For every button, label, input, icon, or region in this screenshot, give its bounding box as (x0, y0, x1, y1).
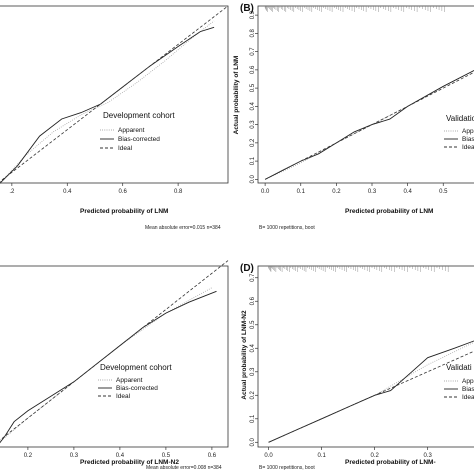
footnote: B= 1000 repetitions, boot (259, 225, 315, 231)
x-tick-label: 0.3 (70, 453, 79, 459)
panel-a: .2 0.4 0.6 0.8 Predicted probability of LNM D… (0, 5, 229, 231)
series-ideal (0, 260, 229, 441)
rug-marks (268, 266, 449, 272)
legend-title: Validatio (446, 114, 474, 123)
panel-c: 0.2 0.3 0.4 0.5 0.6 Predicted probability of … (0, 260, 229, 471)
x-tick-label: 0.6 (119, 189, 128, 195)
x-axis-title: Predicted probability of LNM (80, 208, 168, 215)
legend: Development cohort ApparentBias-corrected… (98, 363, 172, 400)
y-tick-label: 0.6 (250, 65, 256, 74)
legend-item: Apparent (462, 128, 474, 135)
y-tick-label: 0.8 (250, 29, 256, 38)
legend-item: Apparent (118, 127, 145, 134)
y-tick-label: 0.0 (250, 175, 256, 184)
x-tick-label: 0.2 (332, 189, 341, 195)
y-tick-label: 0.6 (250, 296, 256, 305)
legend: Development cohort Apparent Bias-corrected… (100, 111, 175, 152)
y-tick-label: 0.5 (250, 83, 256, 92)
x-tick-label: 0.5 (162, 453, 171, 459)
panel-d: 0.00.10.20.30.40.00.10.20.30.40.50.60.7P… (240, 263, 474, 471)
legend-item: Ideal (118, 145, 133, 152)
plot-frame (257, 5, 474, 184)
x-tick-label: 0.4 (116, 453, 125, 459)
footnote: Mean absolute error=0.008 n=384 (146, 465, 222, 471)
legend-item: Ideal (116, 393, 131, 400)
x-tick-label: 0.2 (24, 453, 33, 459)
y-axis-title: Actual probability of LNM (233, 56, 240, 135)
x-axis-title: Predicted probability of LNM- (345, 459, 436, 466)
y-tick-label: 0.2 (250, 138, 256, 147)
legend-item: Ideal (462, 144, 474, 151)
y-tick-label: 0.7 (250, 47, 256, 56)
x-tick-label: 0.3 (424, 453, 433, 459)
y-tick-label: 0.9 (250, 10, 256, 19)
legend-item: Bias-corrected (118, 136, 160, 143)
x-axis-title: Predicted probability of LNM-N2 (80, 459, 179, 466)
y-tick-label: 0.4 (250, 102, 256, 111)
footnote: Mean absolute error=0.015 n=384 (145, 225, 221, 231)
x-tick-label: 0.3 (368, 189, 377, 195)
x-tick-label: 0.8 (174, 189, 183, 195)
x-axis-title: Predicted probability of LNM (345, 208, 433, 215)
plot-frame (257, 265, 474, 448)
series-ideal (264, 71, 474, 180)
legend-item: Bias-corrected (116, 385, 158, 392)
legend-item: Bias-corrected (462, 136, 474, 143)
series-apparent (264, 70, 474, 180)
x-tick-label: 0.6 (208, 453, 217, 459)
panel-label: (B) (240, 3, 254, 14)
panel-label: (D) (240, 263, 254, 274)
rug-marks (264, 6, 445, 12)
y-tick-label: 0.1 (250, 414, 256, 423)
panel-b: 0.0 0.1 0.2 0.3 0.4 0.5 0.6 0.0 0.1 0.2 0.3 0.4 0.5 0… (233, 3, 474, 231)
y-tick-label: 0.5 (250, 320, 256, 329)
y-axis-title: Actual probability of LNM-N2 (241, 310, 248, 400)
x-tick-label: 0.4 (63, 189, 72, 195)
x-tick-label: .2 (9, 189, 15, 195)
x-tick-label: 0.1 (317, 453, 326, 459)
series-ideal (268, 350, 474, 443)
series-bias-corrected (0, 26, 215, 184)
plot-frame (0, 265, 229, 448)
x-tick-label: 0.2 (370, 453, 379, 459)
legend-item: Ideal (462, 394, 474, 401)
x-tick-label: 0.0 (261, 189, 270, 195)
x-tick-label: 0.1 (297, 189, 306, 195)
legend-title: Development cohort (103, 111, 175, 120)
x-tick-label: 0.4 (403, 189, 412, 195)
footnote: B= 1000 repetitions, boot (259, 465, 315, 471)
series-bias-corrected (268, 340, 474, 443)
y-tick-label: 0.2 (250, 390, 256, 399)
series-bias-corrected (264, 70, 474, 180)
legend-item: Bias-corrected (462, 386, 474, 393)
x-tick-label: 0.0 (264, 453, 273, 459)
x-tick-label: 0.5 (439, 189, 448, 195)
legend-title: Validati (446, 363, 472, 372)
y-tick-label: 0.3 (250, 367, 256, 376)
y-tick-label: 0.3 (250, 120, 256, 129)
series-ideal (0, 5, 229, 182)
y-tick-label: 0.1 (250, 156, 256, 165)
y-tick-label: 0.7 (250, 273, 256, 282)
legend-item: Apparent (116, 377, 143, 384)
series-apparent (0, 20, 215, 184)
y-tick-label: 0.0 (250, 437, 256, 446)
legend-title: Development cohort (100, 363, 172, 372)
plot-frame (0, 5, 229, 184)
legend-item: Apparent (462, 378, 474, 385)
y-tick-label: 0.4 (250, 343, 256, 352)
